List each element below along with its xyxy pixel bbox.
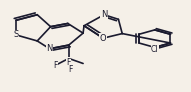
- Text: S: S: [14, 30, 19, 39]
- Text: F: F: [69, 65, 73, 74]
- Text: O: O: [100, 34, 106, 43]
- Text: F: F: [67, 58, 71, 67]
- Text: N: N: [101, 10, 107, 19]
- Text: N: N: [46, 44, 53, 53]
- Text: Cl: Cl: [151, 45, 159, 54]
- Text: F: F: [53, 61, 57, 70]
